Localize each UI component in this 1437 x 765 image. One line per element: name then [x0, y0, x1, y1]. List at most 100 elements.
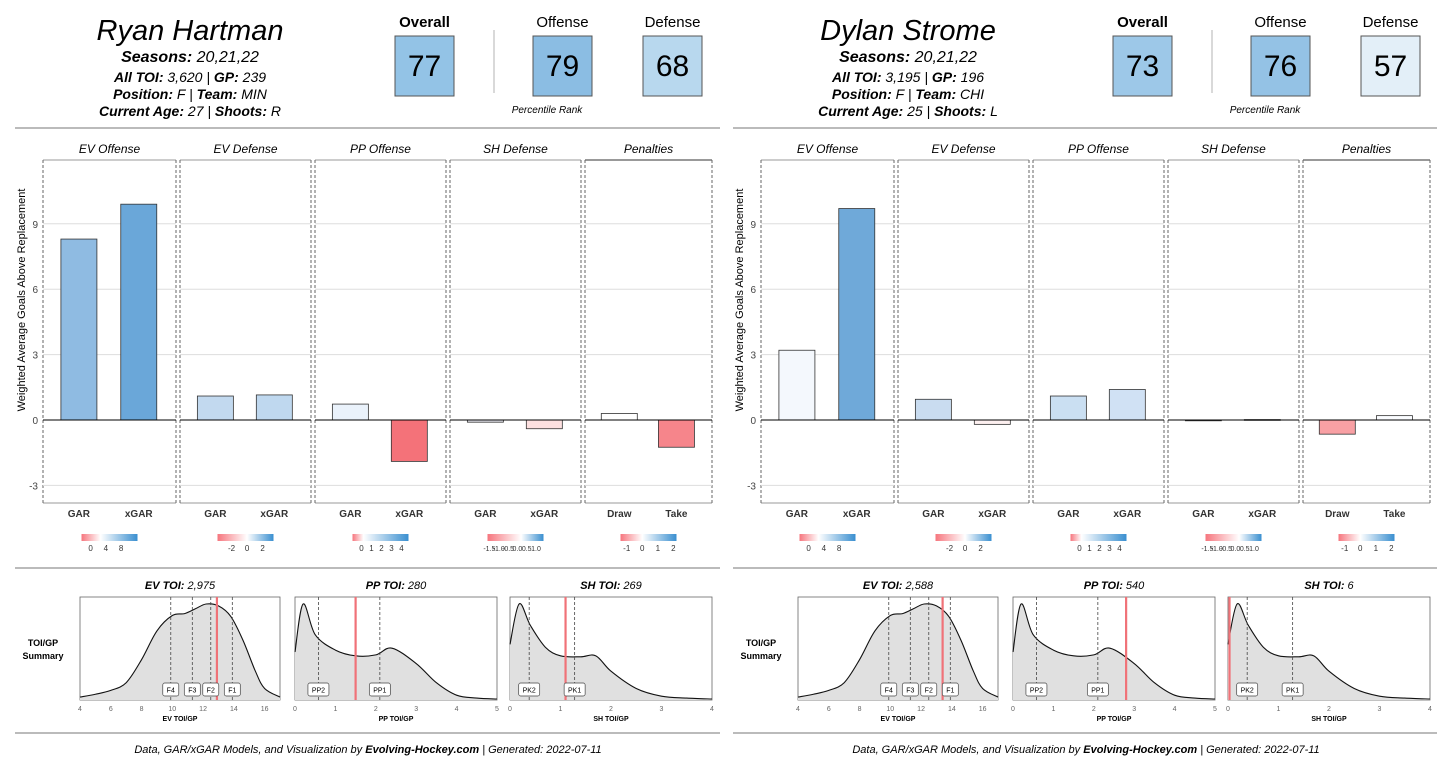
info-value: CHI	[960, 86, 984, 102]
y-tick-label: -3	[29, 481, 38, 492]
x-tick-label: 0	[1226, 706, 1230, 713]
rating-label: Offense	[1254, 14, 1306, 31]
player-info-line: Current Age: 25 | Shoots: L	[818, 103, 998, 119]
colon: :	[617, 580, 624, 592]
density-area	[1228, 603, 1430, 700]
bar-xgar	[1108, 389, 1146, 421]
x-tick-label: 3	[660, 706, 664, 713]
reference-label: PP1	[1091, 688, 1104, 695]
reference-label-box	[941, 682, 959, 697]
color-legend	[1205, 534, 1262, 541]
legend-tick-label: -2	[228, 544, 236, 553]
colon: :	[168, 86, 177, 102]
toi-density-sh-toi: SH TOI: 6 PK2 PK1 0 1 2 3 4 SH TOI/GP	[1226, 580, 1432, 723]
reference-label-box	[563, 682, 586, 697]
density-curve	[79, 603, 281, 698]
colon: :	[899, 580, 906, 592]
x-tick-label: 10	[168, 706, 176, 713]
separator: |	[202, 69, 213, 85]
x-tick-label: 1	[333, 706, 337, 713]
rating-label: Defense	[645, 14, 701, 31]
x-tick-label: 1	[1051, 706, 1055, 713]
colon: :	[181, 580, 188, 592]
x-category-label: GAR	[68, 509, 91, 520]
legend-tick-label: 8	[119, 544, 124, 553]
x-tick-label: 6	[827, 706, 831, 713]
bar-gar	[1049, 395, 1087, 421]
toi-density-ev-toi: EV TOI: 2,975 F4 F3 F2 F1 4 6 8 10 12 14 16 EV TOI/G…	[78, 580, 281, 723]
footer-credit: Data, GAR/xGAR Models, and Visualization…	[134, 744, 601, 756]
panel-pp-offense: PP Offense GAR xGAR 0 1 2 3 4	[1032, 142, 1165, 553]
y-tick-label: 9	[32, 220, 38, 231]
footer-prefix: Data, GAR/xGAR Models, and Visualization…	[134, 744, 365, 756]
x-tick-label: 0	[1011, 706, 1015, 713]
panel-title: SH Defense	[483, 142, 548, 156]
x-tick-label: 16	[261, 706, 269, 713]
info-label: Current Age	[818, 103, 899, 119]
legend-tick-label: 1	[656, 544, 661, 553]
info-value: 20,21,22	[914, 49, 977, 66]
legend-tick-label: 3	[1107, 544, 1112, 553]
bar-take	[1376, 415, 1413, 421]
reference-label-box	[202, 682, 220, 697]
rating-defense: Defense 68	[642, 14, 703, 97]
reference-label: F2	[925, 688, 933, 695]
separator: |	[920, 69, 931, 85]
x-tick-label: 0	[293, 706, 297, 713]
reference-label: PK2	[1241, 688, 1254, 695]
colon: :	[887, 86, 896, 102]
bar-gar	[196, 395, 234, 421]
x-category-label: GAR	[339, 509, 362, 520]
colon: :	[159, 69, 168, 85]
reference-label: F4	[885, 688, 893, 695]
x-tick-label: 4	[796, 706, 800, 713]
rating-value: 68	[656, 50, 689, 83]
footer-prefix: Data, GAR/xGAR Models, and Visualization…	[852, 744, 1083, 756]
info-value: L	[990, 103, 998, 119]
x-category-label: GAR	[1192, 509, 1215, 520]
y-tick-label: 9	[750, 220, 756, 231]
player-info-line: Position: F | Team: MIN	[113, 86, 268, 102]
footer-credit: Data, GAR/xGAR Models, and Visualization…	[852, 744, 1319, 756]
toi-row-label: Summary	[740, 651, 781, 661]
toi-title: EV TOI: 2,588	[863, 580, 934, 592]
bar-xgar	[973, 419, 1011, 425]
legend-tick-label: 0.5	[522, 546, 532, 553]
reference-label: PK1	[568, 688, 581, 695]
legend-tick-label: 0	[806, 544, 811, 553]
legend-tick-label: 8	[837, 544, 842, 553]
color-legend	[935, 534, 992, 541]
x-tick-label: 12	[199, 706, 207, 713]
rating-label: Overall	[1117, 14, 1168, 31]
toi-value: 540	[1126, 580, 1145, 592]
rating-box	[1250, 35, 1311, 97]
footer-date: 2022-07-11	[1263, 744, 1319, 756]
info-label: Position	[832, 86, 887, 102]
panel-title: PP Offense	[1068, 142, 1129, 156]
rating-value: 76	[1264, 50, 1297, 83]
reference-label-box	[223, 682, 241, 697]
reference-label-box	[1236, 682, 1259, 697]
player-info-line: Seasons: 20,21,22	[121, 49, 259, 66]
toi-title-label: PP TOI	[366, 580, 402, 592]
x-tick-label: 4	[455, 706, 459, 713]
legend-tick-label: 1	[369, 544, 374, 553]
y-tick-label: 0	[32, 416, 38, 427]
player-info-line: All TOI: 3,620 | GP: 239	[113, 69, 266, 85]
x-tick-label: 4	[1173, 706, 1177, 713]
colon: :	[952, 69, 961, 85]
x-tick-label: 5	[495, 706, 499, 713]
x-tick-label: 4	[78, 706, 82, 713]
info-value: 25	[906, 103, 923, 119]
toi-value: 2,975	[187, 580, 216, 592]
legend-tick-label: 0	[640, 544, 645, 553]
y-tick-label: 6	[750, 285, 756, 296]
reference-label: PP2	[312, 688, 325, 695]
legend-tick-label: -1.5	[483, 546, 495, 553]
bar-gar	[331, 403, 369, 421]
player-info-line: Current Age: 27 | Shoots: R	[99, 103, 281, 119]
info-label: Seasons	[121, 49, 187, 66]
info-label: Seasons	[839, 49, 905, 66]
x-tick-label: 14	[230, 706, 238, 713]
bar-xgar	[525, 419, 563, 430]
